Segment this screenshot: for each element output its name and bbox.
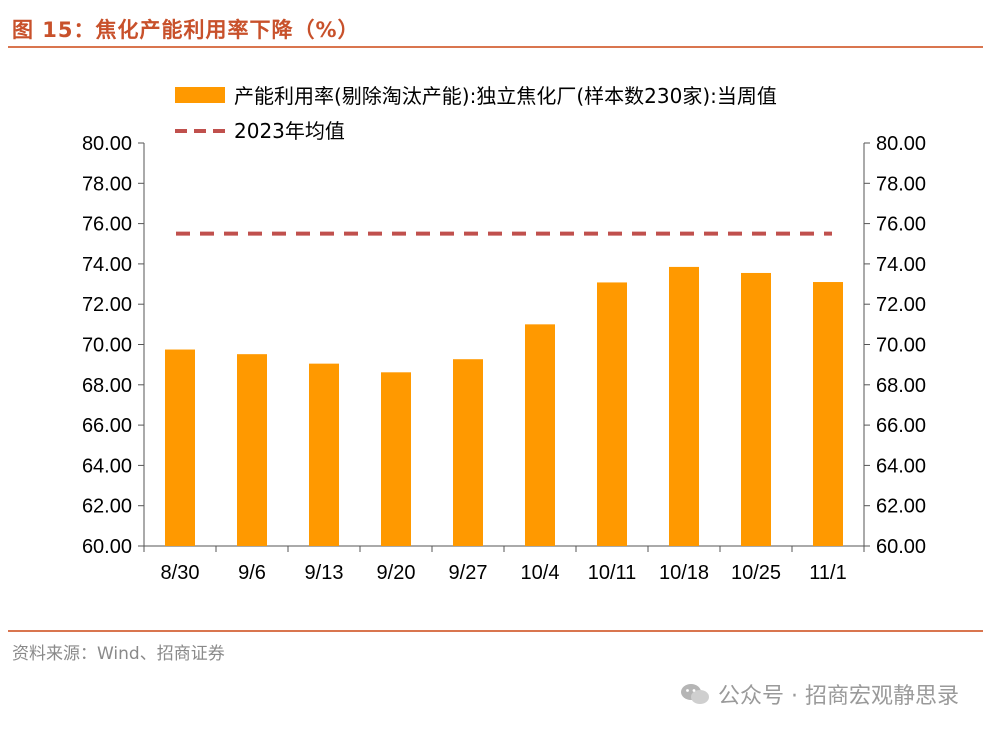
- legend-label-bar: 产能利用率(剔除淘汰产能):独立焦化厂(样本数230家):当周值: [234, 84, 777, 108]
- y-tick-label-right: 64.00: [876, 455, 926, 477]
- bar: [525, 324, 555, 546]
- y-tick-label-right: 68.00: [876, 375, 926, 397]
- source-note: 资料来源：Wind、招商证券: [12, 644, 225, 664]
- y-tick-label-left: 70.00: [82, 335, 132, 357]
- bar: [453, 359, 483, 546]
- bar: [309, 363, 339, 546]
- y-tick-label-right: 62.00: [876, 496, 926, 518]
- x-tick-label: 10/4: [521, 562, 560, 584]
- y-tick-label-right: 80.00: [876, 133, 926, 155]
- x-tick-label: 9/6: [238, 562, 266, 584]
- source-rule: [8, 630, 983, 632]
- legend-label-line: 2023年均值: [234, 119, 345, 143]
- bar: [165, 349, 195, 546]
- bar: [597, 282, 627, 546]
- bar-chart: 60.00 60.00 62.00 62.00 64.00 64.00 66.00 66.00…: [82, 84, 926, 584]
- y-tick-label-left: 60.00: [82, 536, 132, 558]
- y-tick-label-left: 80.00: [82, 133, 132, 155]
- x-tick-label: 10/11: [588, 562, 637, 584]
- y-tick-label-right: 72.00: [876, 294, 926, 316]
- y-tick-label-right: 74.00: [876, 254, 926, 276]
- x-tick-label: 9/13: [305, 562, 344, 584]
- bar: [741, 272, 771, 546]
- y-tick-label-left: 72.00: [82, 294, 132, 316]
- y-tick-label-left: 64.00: [82, 455, 132, 477]
- y-tick-label-left: 68.00: [82, 375, 132, 397]
- y-tick-label-left: 76.00: [82, 214, 132, 236]
- y-tick-label-left: 66.00: [82, 415, 132, 437]
- bar: [237, 354, 267, 546]
- legend-swatch-bar: [175, 87, 225, 103]
- bar: [381, 372, 411, 546]
- watermark-text: 公众号 · 招商宏观静思录: [718, 684, 959, 709]
- x-tick-label: 11/1: [809, 562, 846, 584]
- y-tick-label-left: 74.00: [82, 254, 132, 276]
- x-tick-label: 9/20: [377, 562, 416, 584]
- y-tick-label-right: 76.00: [876, 214, 926, 236]
- x-tick-label: 10/18: [659, 562, 709, 584]
- y-tick-label-left: 78.00: [82, 173, 132, 195]
- x-tick-label: 8/30: [161, 562, 200, 584]
- y-tick-label-right: 70.00: [876, 335, 926, 357]
- watermark: 公众号 · 招商宏观静思录: [680, 678, 959, 710]
- x-tick-label: 10/25: [731, 562, 781, 584]
- bar: [669, 266, 699, 546]
- bar: [813, 282, 843, 546]
- y-tick-label-right: 60.00: [876, 536, 926, 558]
- wechat-icon: [681, 684, 710, 704]
- title-rule: [8, 46, 983, 48]
- figure-title: 图 15：焦化产能利用率下降（%）: [12, 18, 360, 42]
- y-tick-label-left: 62.00: [82, 496, 132, 518]
- y-tick-label-right: 78.00: [876, 173, 926, 195]
- y-tick-label-right: 66.00: [876, 415, 926, 437]
- x-tick-label: 9/27: [449, 562, 488, 584]
